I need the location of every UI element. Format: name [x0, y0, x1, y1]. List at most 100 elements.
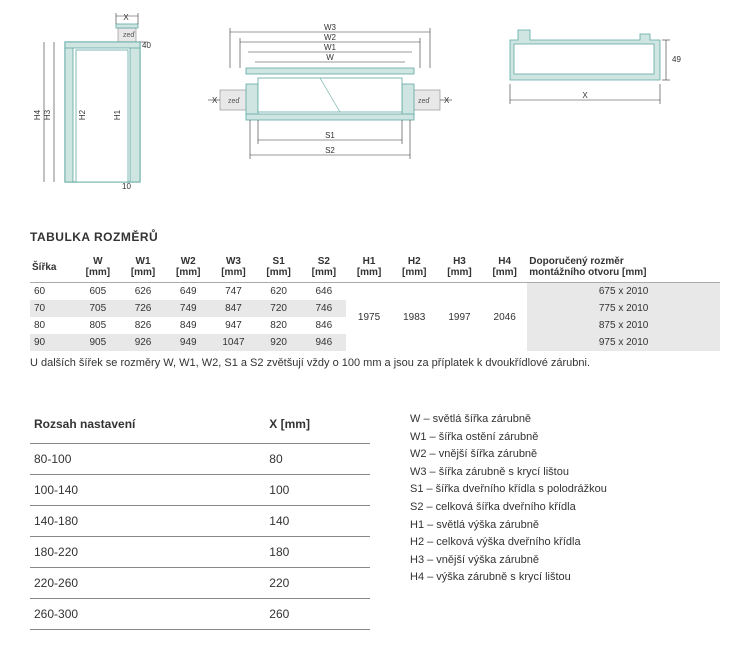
range-table: Rozsah nastavení X [mm] 80-10080100-1401…: [30, 409, 370, 630]
table-cell: 100: [265, 475, 370, 506]
label-zed-r: zeď: [418, 98, 430, 105]
table1-header: W3[mm]: [211, 252, 256, 283]
label-h3: H3: [43, 109, 52, 120]
label-x-l: X: [212, 96, 218, 105]
legend-line: W2 – vnější šířka zárubně: [410, 446, 607, 464]
table-row: 220-260220: [30, 568, 370, 599]
table-cell: 820: [256, 317, 301, 334]
table-cell-recommend: 675 x 2010: [527, 283, 720, 301]
table1-header: H3[mm]: [437, 252, 482, 283]
diagrams-row: zeď X 40 H4 H3 H2 H1 10 W3 W2: [0, 0, 750, 230]
table-row: 80-10080: [30, 444, 370, 475]
table-cell: 905: [75, 334, 120, 351]
table-cell: 749: [166, 300, 211, 317]
table-row: 100-140100: [30, 475, 370, 506]
table-cell: 220-260: [30, 568, 265, 599]
table1-header: S2[mm]: [301, 252, 346, 283]
diagram-side: zeď X 40 H4 H3 H2 H1 10: [30, 10, 170, 190]
note-text: U dalších šířek se rozměry W, W1, W2, S1…: [0, 351, 750, 369]
table1-header: W2[mm]: [166, 252, 211, 283]
label-w2: W2: [324, 33, 337, 42]
table-cell: 805: [75, 317, 120, 334]
legend-line: S2 – celková šířka dveřního křídla: [410, 499, 607, 517]
table-cell: 180: [265, 537, 370, 568]
section-title: TABULKA ROZMĚRŮ: [0, 230, 750, 252]
table-cell-recommend: 975 x 2010: [527, 334, 720, 351]
legend-line: H1 – světlá výška zárubně: [410, 517, 607, 535]
table-cell: 100-140: [30, 475, 265, 506]
label-x: X: [123, 13, 129, 22]
table1-header: H2[mm]: [392, 252, 437, 283]
table1-header: H1[mm]: [346, 252, 391, 283]
table-cell: 140-180: [30, 506, 265, 537]
table1-header: W[mm]: [75, 252, 120, 283]
legend: W – světlá šířka zárubněW1 – šířka ostěn…: [410, 409, 607, 630]
table-cell: 947: [211, 317, 256, 334]
label-49: 49: [672, 55, 681, 64]
table-cell: 946: [301, 334, 346, 351]
table-cell: 705: [75, 300, 120, 317]
table1-header: W1[mm]: [120, 252, 165, 283]
label-zed-l: zeď: [228, 98, 240, 105]
legend-line: W3 – šířka zárubně s krycí lištou: [410, 464, 607, 482]
table-cell: 849: [166, 317, 211, 334]
table-cell: 846: [301, 317, 346, 334]
legend-line: H2 – celková výška dveřního křídla: [410, 534, 607, 552]
table-cell: 180-220: [30, 537, 265, 568]
table-cell: 80: [265, 444, 370, 475]
table-cell: 80: [30, 317, 75, 334]
label-s2: S2: [325, 146, 335, 155]
table-cell: 80-100: [30, 444, 265, 475]
table-cell: 720: [256, 300, 301, 317]
table-cell: 140: [265, 506, 370, 537]
label-w1: W1: [324, 43, 337, 52]
legend-line: S1 – šířka dveřního křídla s polodrážkou: [410, 481, 607, 499]
table-row: 180-220180: [30, 537, 370, 568]
table-cell-recommend: 875 x 2010: [527, 317, 720, 334]
label-x-r: X: [444, 96, 450, 105]
table-cell: 646: [301, 283, 346, 301]
table-cell: 2046: [482, 283, 527, 352]
table-row: 260-300260: [30, 599, 370, 630]
table-cell: 1983: [392, 283, 437, 352]
table-cell: 70: [30, 300, 75, 317]
dimensions-table: ŠířkaW[mm]W1[mm]W2[mm]W3[mm]S1[mm]S2[mm]…: [30, 252, 720, 351]
label-40: 40: [142, 41, 151, 50]
table-cell: 1997: [437, 283, 482, 352]
table-cell: 220: [265, 568, 370, 599]
legend-line: W – světlá šířka zárubně: [410, 411, 607, 429]
label-w3: W3: [324, 23, 337, 32]
table-cell: 605: [75, 283, 120, 301]
table-cell: 260-300: [30, 599, 265, 630]
table-cell: 1047: [211, 334, 256, 351]
table1-header: S1[mm]: [256, 252, 301, 283]
label-zed: zeď: [123, 32, 135, 39]
label-h4: H4: [33, 109, 42, 120]
label-h1: H1: [113, 109, 122, 120]
label-10: 10: [122, 182, 131, 190]
legend-line: H3 – vnější výška zárubně: [410, 552, 607, 570]
table-cell: 1975: [346, 283, 391, 352]
table-cell: 746: [301, 300, 346, 317]
table-cell-recommend: 775 x 2010: [527, 300, 720, 317]
legend-line: H4 – výška zárubně s krycí lištou: [410, 569, 607, 587]
table1-header: Šířka: [30, 252, 75, 283]
table1-header: H4[mm]: [482, 252, 527, 283]
table-cell: 826: [120, 317, 165, 334]
diagram-top: W3 W2 W1 W zeď zeď X X S1: [200, 10, 460, 190]
table-cell: 626: [120, 283, 165, 301]
table-cell: 847: [211, 300, 256, 317]
legend-line: W1 – šířka ostění zárubně: [410, 429, 607, 447]
table-cell: 90: [30, 334, 75, 351]
table-cell: 726: [120, 300, 165, 317]
table-cell: 920: [256, 334, 301, 351]
table-cell: 260: [265, 599, 370, 630]
table1-header: Doporučený rozměrmontážního otvoru [mm]: [527, 252, 720, 283]
table-row: 606056266497476206461975198319972046675 …: [30, 283, 720, 301]
table-cell: 949: [166, 334, 211, 351]
label-w: W: [326, 53, 334, 62]
table-cell: 620: [256, 283, 301, 301]
label-s1: S1: [325, 131, 335, 140]
table-row: 140-180140: [30, 506, 370, 537]
label-h2: H2: [78, 109, 87, 120]
